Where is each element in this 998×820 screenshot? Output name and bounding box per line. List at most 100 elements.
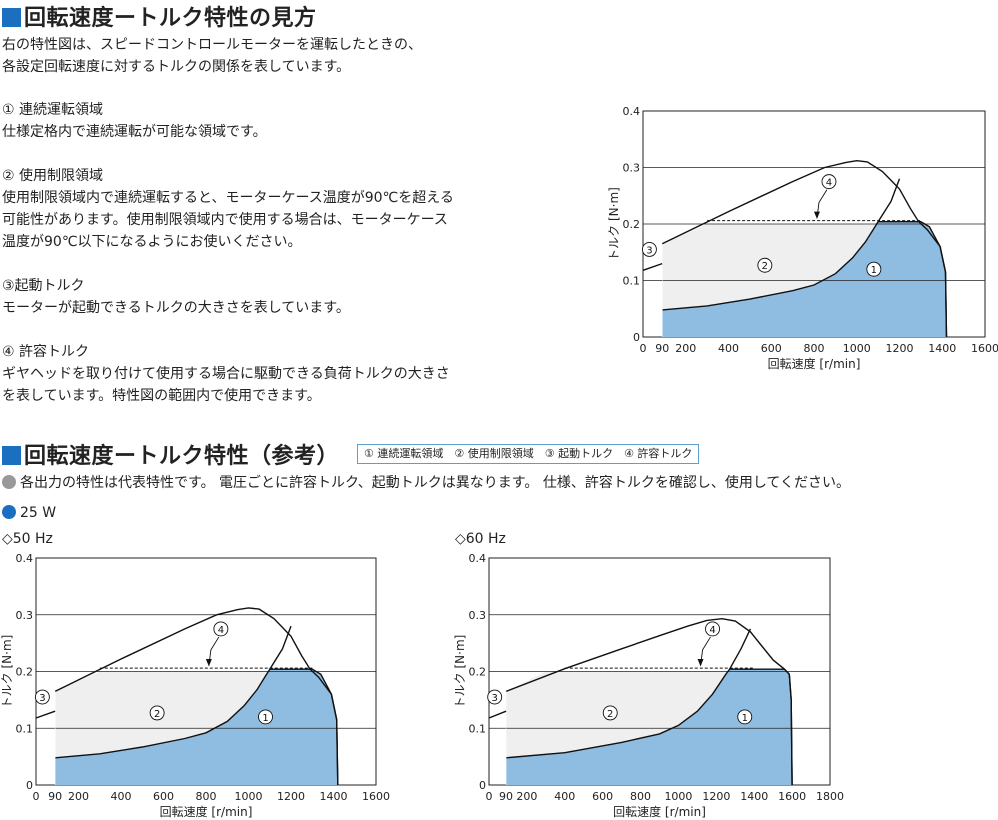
- y-tick-label: 0.4: [16, 552, 34, 565]
- continuous-region-area: [55, 669, 338, 785]
- y-axis-label: トルク [N·m]: [607, 187, 621, 261]
- item-permissible: ④ 許容トルク ギヤヘッドを取り付けて使用する場合に駆動できる負荷トルクの大きさ…: [2, 341, 450, 407]
- region-label-circle: [34, 689, 50, 705]
- x-tick-label: 90: [655, 342, 669, 355]
- x-tick-label: 1600: [778, 790, 806, 803]
- region-label-circle: [821, 174, 837, 190]
- y-tick-label: 0.1: [623, 275, 641, 288]
- intro-line: 各設定回転速度に対するトルクの関係を表しています。: [2, 59, 351, 75]
- x-tick-label: 1600: [362, 790, 390, 803]
- x-tick-label: 1400: [320, 790, 348, 803]
- y-axis-label: トルク [N·m]: [453, 635, 467, 709]
- x-tick-label: 1000: [843, 342, 871, 355]
- x-tick-label: 600: [153, 790, 174, 803]
- y-tick-label: 0.3: [16, 609, 34, 622]
- section2-title: 回転速度ートルク特性（参考）: [2, 438, 339, 470]
- region-label-circle: [705, 621, 720, 637]
- x-tick-label: 0: [486, 790, 493, 803]
- x-tick-label: 400: [718, 342, 739, 355]
- region-label-circle: [258, 709, 273, 725]
- item-label: ① 連続運転領域: [2, 102, 104, 118]
- y-axis-label: トルク [N·m]: [0, 635, 14, 709]
- item-label: ③起動トルク: [2, 278, 85, 294]
- y-tick-label: 0.2: [623, 218, 641, 231]
- item-label: ② 使用制限領域: [2, 168, 104, 184]
- section1-title: 回転速度ートルク特性の見方: [2, 0, 317, 32]
- x-tick-label: 400: [111, 790, 132, 803]
- y-tick-label: 0: [633, 331, 640, 344]
- item-starting: ③起動トルク モーターが起動できるトルクの大きさを表しています。: [2, 275, 350, 319]
- intro-text: 右の特性図は、スピードコントロールモーターを運転したときの、 各設定回転速度に対…: [2, 34, 422, 78]
- section1-title-text: 回転速度ートルク特性の見方: [24, 6, 317, 31]
- x-tick-label: 1400: [740, 790, 768, 803]
- x-tick-label: 600: [592, 790, 613, 803]
- x-tick-label: 1600: [971, 342, 998, 355]
- y-tick-label: 0: [26, 779, 33, 792]
- region-label: 1: [742, 713, 748, 724]
- x-tick-label: 90: [499, 790, 513, 803]
- region-label: 4: [826, 178, 832, 189]
- region-label-circle: [641, 241, 657, 257]
- y-tick-label: 0.3: [469, 609, 487, 622]
- region-label: 3: [646, 245, 652, 256]
- permissible-leader-arrow: [813, 211, 820, 219]
- region-label: 3: [491, 693, 497, 704]
- y-tick-label: 0.2: [469, 666, 487, 679]
- continuous-boundary-line: [662, 220, 948, 338]
- x-tick-label: 200: [675, 342, 696, 355]
- region-label-circle: [757, 257, 773, 273]
- item-line: を表しています。特性図の範囲内で使用できます。: [2, 388, 321, 404]
- torque-curve-line: [661, 159, 948, 338]
- region-label-circle: [866, 261, 882, 277]
- blue-square-icon: [2, 446, 21, 465]
- region-label: 1: [262, 713, 268, 724]
- region-label-circle: [213, 621, 229, 637]
- x-tick-label: 200: [68, 790, 89, 803]
- permissible-leader-arrow: [697, 659, 704, 667]
- continuous-region-area: [506, 669, 793, 785]
- permissible-leader-arrow: [205, 659, 212, 667]
- x-tick-label: 600: [761, 342, 782, 355]
- region-legend: ① 連続運転領域 ② 使用制限領域 ③ 起動トルク ④ 許容トルク: [357, 444, 700, 464]
- gray-dot-icon: [2, 475, 16, 489]
- region-label: 1: [871, 265, 877, 276]
- y-tick-label: 0.2: [16, 666, 34, 679]
- continuous-region-area: [662, 221, 947, 337]
- x-axis-label: 回転速度 [r/min]: [613, 804, 706, 819]
- sub-50hz: ◇50 Hz: [2, 531, 53, 547]
- item-line: モーターが起動できるトルクの大きさを表しています。: [2, 300, 350, 316]
- region-label-circle: [737, 709, 753, 725]
- region-label: 4: [709, 625, 715, 636]
- region-label: 3: [39, 693, 45, 704]
- item-line: 仕様定格内で連続運転が可能な領域です。: [2, 124, 267, 140]
- region-label: 2: [607, 709, 613, 720]
- y-tick-label: 0.4: [469, 552, 487, 565]
- y-tick-label: 0.3: [623, 162, 641, 175]
- torque-curve-line: [505, 617, 793, 786]
- x-tick-label: 1400: [928, 342, 956, 355]
- region-label: 4: [218, 625, 224, 636]
- sub-60hz: ◇60 Hz: [455, 531, 506, 547]
- rise-curve-line: [877, 178, 901, 223]
- model-label: 25 W: [2, 502, 56, 524]
- item-line: 可能性があります。使用制限領域内で使用する場合は、モーターケース: [2, 212, 448, 228]
- note: 各出力の特性は代表特性です。 電圧ごとに許容トルク、起動トルクは異なります。 仕…: [2, 472, 850, 494]
- note-text: 各出力の特性は代表特性です。 電圧ごとに許容トルク、起動トルクは異なります。 仕…: [20, 475, 850, 491]
- item-limited: ② 使用制限領域 使用制限領域内で連続運転すると、モーターケース温度が90℃を超…: [2, 165, 454, 253]
- continuous-boundary-line: [55, 668, 339, 786]
- x-tick-label: 1800: [816, 790, 844, 803]
- y-tick-label: 0: [479, 779, 486, 792]
- starting-torque-mark: [642, 262, 663, 271]
- x-tick-label: 800: [804, 342, 825, 355]
- section2-title-text: 回転速度ートルク特性（参考）: [24, 444, 340, 469]
- intro-line: 右の特性図は、スピードコントロールモーターを運転したときの、: [2, 37, 422, 53]
- x-tick-label: 400: [554, 790, 575, 803]
- x-tick-label: 200: [516, 790, 537, 803]
- item-line: 温度が90℃以下になるようにお使いください。: [2, 234, 302, 250]
- region-label: 2: [762, 261, 768, 272]
- blue-dot-icon: [2, 505, 16, 519]
- region-label-circle: [602, 705, 618, 721]
- item-continuous: ① 連続運転領域 仕様定格内で連続運転が可能な領域です。: [2, 99, 267, 143]
